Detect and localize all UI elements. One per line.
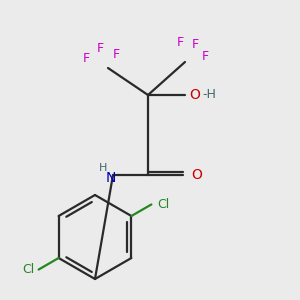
Text: Cl: Cl [157, 198, 170, 211]
Text: F: F [201, 50, 208, 62]
Text: Cl: Cl [22, 263, 35, 276]
Text: F: F [82, 52, 90, 64]
Text: F: F [176, 35, 184, 49]
Text: O: O [192, 168, 203, 182]
Text: -H: -H [202, 88, 216, 101]
Text: F: F [112, 47, 120, 61]
Text: N: N [106, 171, 116, 185]
Text: F: F [191, 38, 199, 50]
Text: O: O [190, 88, 200, 102]
Text: H: H [99, 163, 107, 173]
Text: F: F [96, 41, 103, 55]
